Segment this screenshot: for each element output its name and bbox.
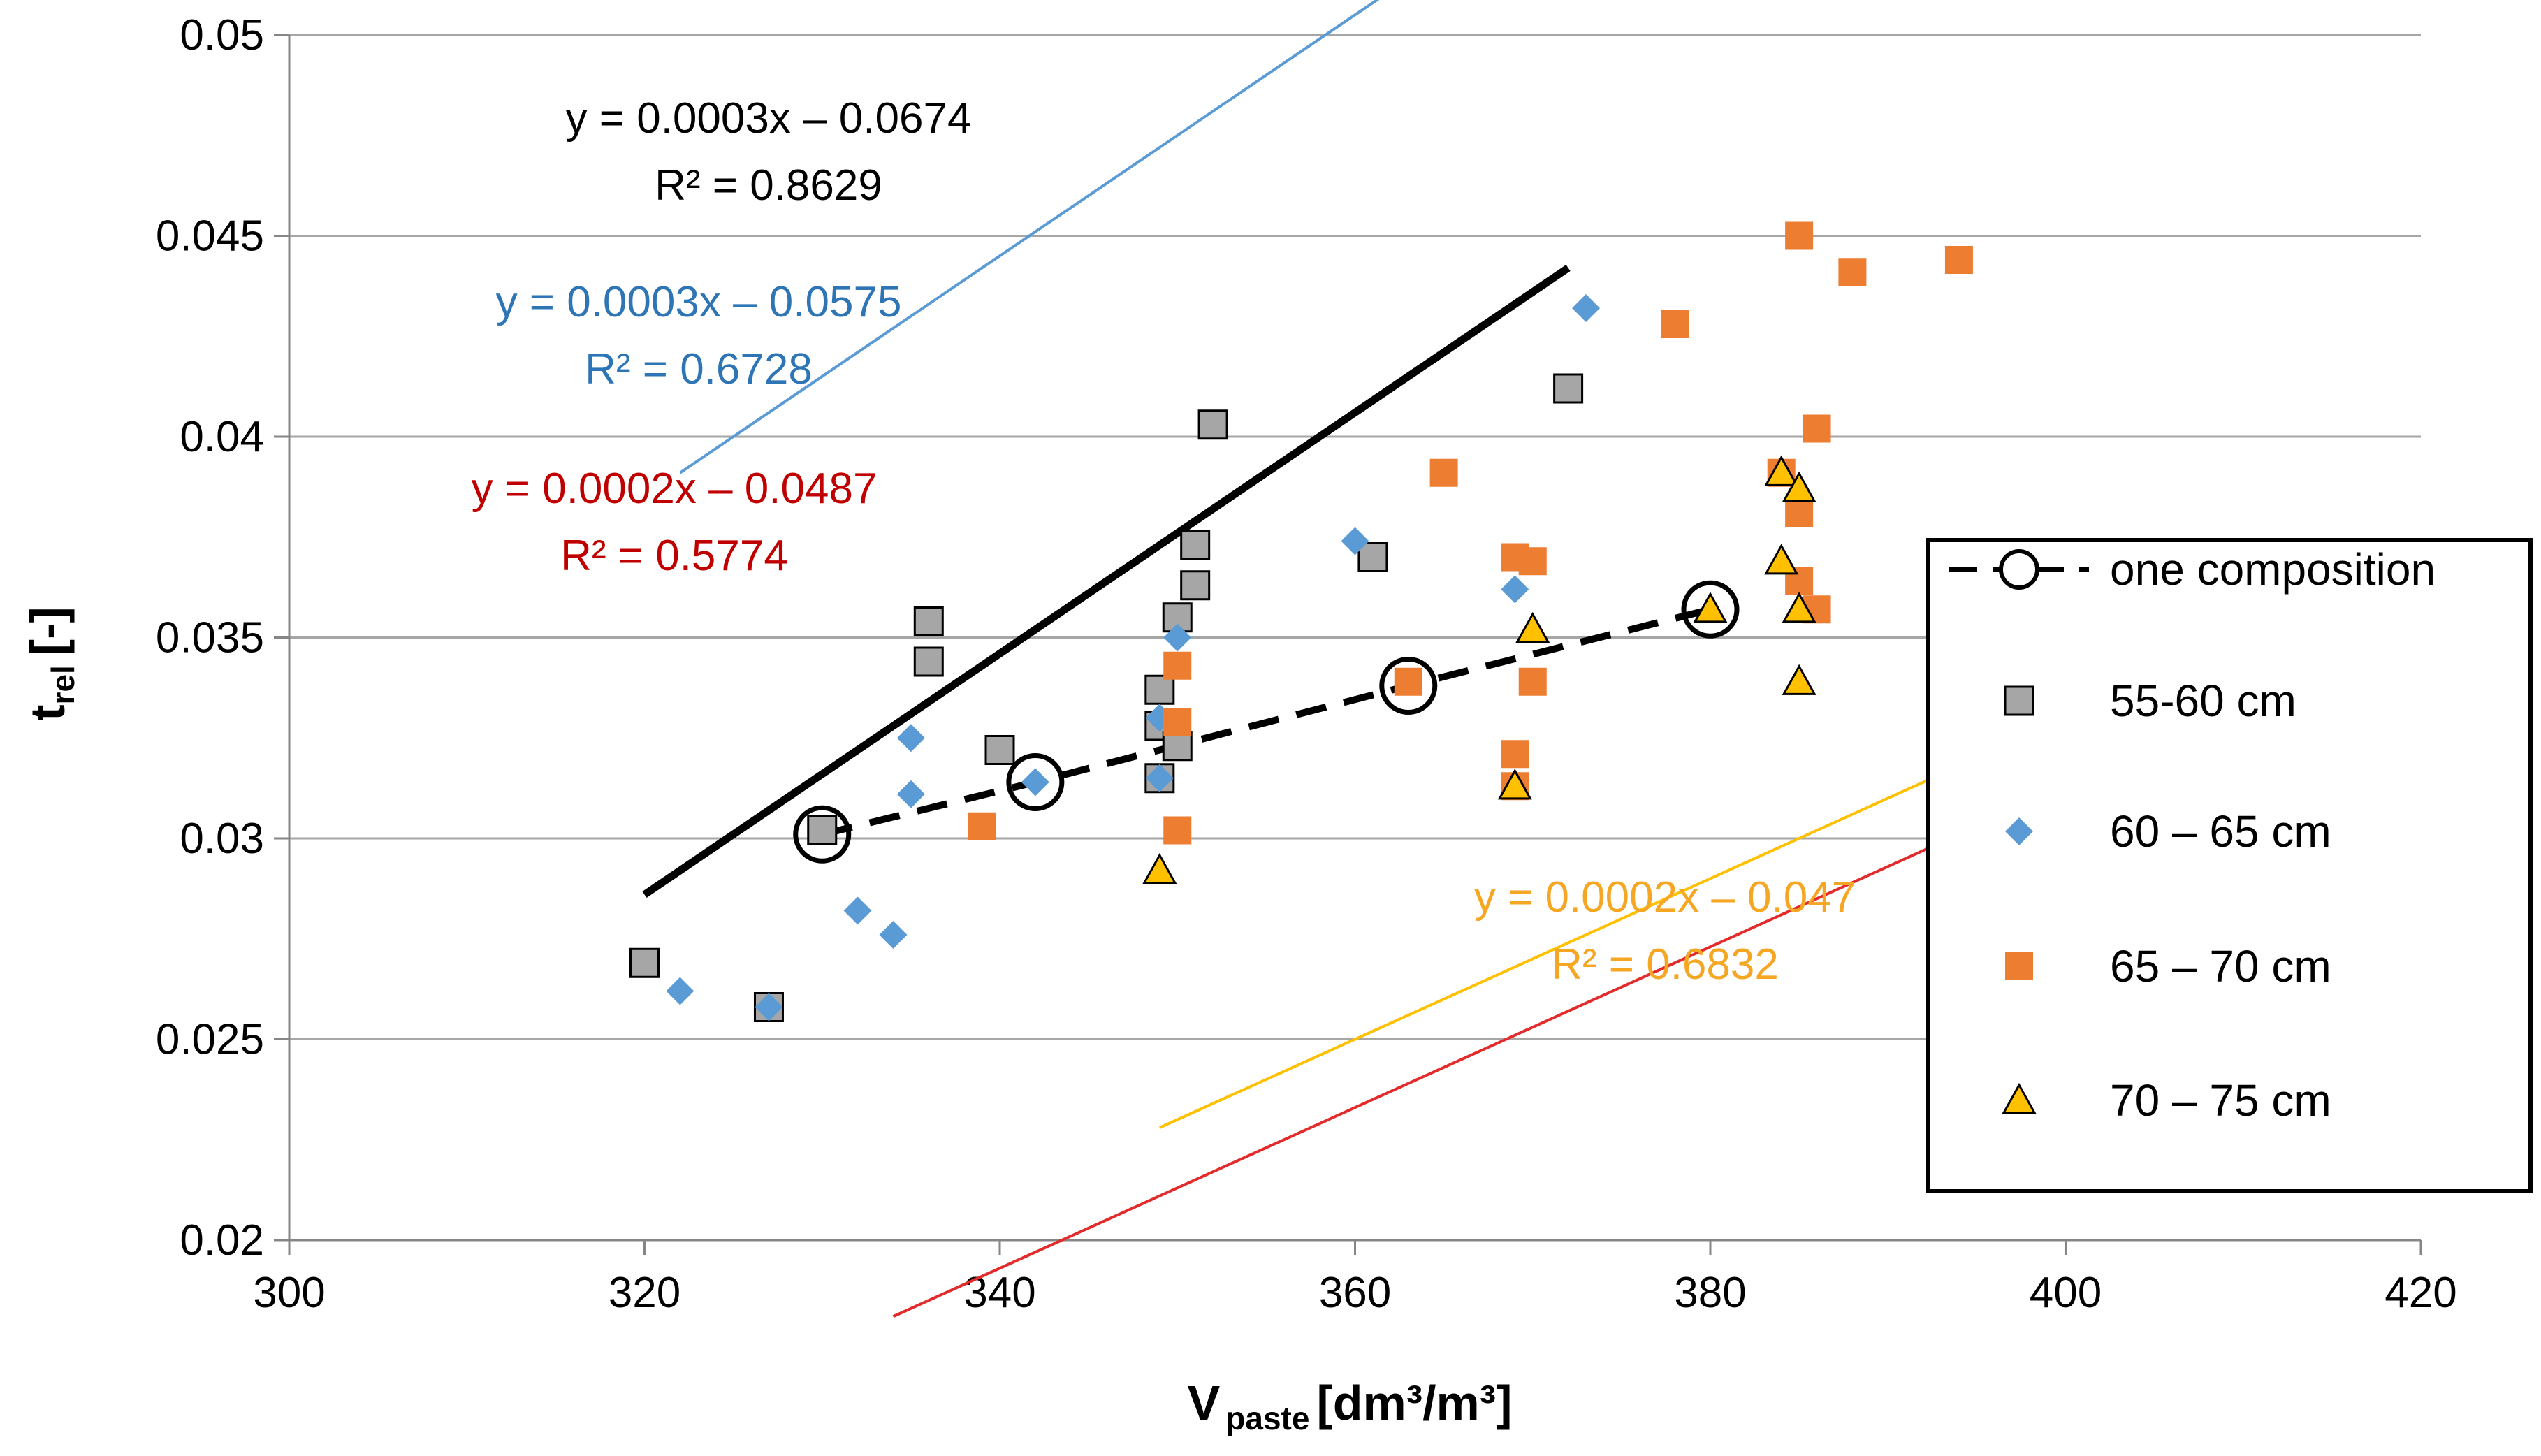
y-tick-label: 0.03 — [180, 815, 264, 863]
y-tick-label: 0.025 — [156, 1016, 264, 1064]
x-tick-label: 420 — [2385, 1269, 2456, 1317]
y-tick-label: 0.045 — [156, 212, 264, 261]
y-axis-title: trel[-] — [20, 606, 81, 721]
data-point — [1572, 294, 1601, 322]
data-point — [807, 815, 838, 845]
data-point — [896, 780, 925, 808]
data-point — [629, 947, 660, 978]
data-point — [1163, 708, 1192, 736]
data-point — [1394, 667, 1422, 696]
axes — [274, 34, 2422, 1255]
data-point — [896, 724, 925, 752]
data-point — [1944, 246, 1973, 274]
data-point — [1145, 764, 1174, 792]
data-point — [1782, 592, 1816, 623]
data-point — [1197, 409, 1228, 440]
data-point — [1142, 852, 1177, 884]
x-tick-label: 300 — [253, 1269, 325, 1317]
legend-label: 70 – 75 cm — [2110, 1075, 2331, 1126]
data-point — [1163, 816, 1192, 845]
legend-label: 55-60 cm — [2110, 676, 2296, 726]
data-point — [1785, 221, 1814, 250]
data-point — [1838, 258, 1867, 286]
trendline-equation: R² = 0.6728 — [585, 345, 813, 393]
y-tick-label: 0.02 — [180, 1216, 264, 1265]
x-tick-label: 360 — [1319, 1269, 1391, 1317]
data-point — [1429, 458, 1458, 487]
series-line — [821, 606, 1712, 838]
data-point — [1162, 731, 1193, 762]
trendline-equation: R² = 0.8629 — [655, 161, 882, 210]
trendline-equation: y = 0.0003x – 0.0575 — [496, 278, 902, 326]
data-point — [1180, 530, 1211, 560]
y-tick-label: 0.04 — [180, 413, 264, 461]
data-point — [1341, 527, 1369, 555]
trendline-equations: y = 0.0003x – 0.0674 R² = 0.8629 y = 0.000… — [472, 94, 1856, 989]
legend-label: 60 – 65 cm — [2110, 806, 2331, 857]
data-point — [1357, 542, 1388, 572]
data-point — [1693, 592, 1728, 623]
data-point — [968, 812, 996, 840]
trendline-equation: R² = 0.5774 — [560, 532, 788, 580]
data-point — [843, 896, 872, 925]
data-point — [2002, 1082, 2037, 1114]
data-point — [755, 993, 783, 1021]
data-point — [879, 921, 908, 949]
data-point — [984, 735, 1015, 765]
data-point — [1163, 651, 1192, 680]
trendline-equation: y = 0.0003x – 0.0674 — [566, 94, 972, 143]
legend: one composition 55-60 cm 60 – 65 cm 65 – 70… — [1926, 538, 2533, 1193]
data-point — [1661, 310, 1689, 338]
legend-label: 65 – 70 cm — [2110, 941, 2331, 991]
legend-box — [1926, 538, 2533, 1193]
trendline-equation: y = 0.0002x – 0.047 — [1474, 873, 1856, 922]
data-point — [1379, 657, 1438, 715]
data-point — [1180, 570, 1211, 601]
data-point — [666, 977, 694, 1005]
data-point — [913, 646, 944, 677]
data-point — [1764, 544, 1799, 575]
trendline — [679, 0, 1380, 474]
legend-marker — [1999, 549, 2039, 590]
data-point — [1497, 769, 1532, 800]
data-point — [1518, 547, 1547, 576]
data-point — [913, 606, 944, 636]
x-tick-label: 320 — [609, 1269, 680, 1317]
data-point — [1518, 667, 1547, 696]
trendline-equation: R² = 0.6832 — [1551, 940, 1779, 989]
tick-labels: 0.02 0.025 0.03 0.035 0.04 0.045 0.05 300 320 340… — [156, 11, 2457, 1317]
data-point — [2005, 817, 2033, 845]
data-point — [1163, 623, 1192, 652]
data-point — [1021, 768, 1049, 796]
x-tick-label: 380 — [1674, 1269, 1746, 1317]
data-points — [629, 221, 1973, 1022]
data-point — [793, 805, 852, 864]
data-point — [1501, 575, 1529, 604]
data-point — [1764, 455, 1799, 486]
data-point — [1785, 499, 1814, 527]
trendline — [892, 833, 1960, 1318]
trendline — [642, 264, 1571, 898]
y-tick-label: 0.05 — [180, 11, 264, 59]
data-point — [2005, 952, 2033, 980]
x-tick-label: 400 — [2030, 1269, 2102, 1317]
data-point — [1782, 471, 1816, 502]
data-point — [1553, 373, 1584, 404]
x-tick-label: 340 — [963, 1269, 1035, 1317]
data-point — [1006, 753, 1065, 811]
data-point — [2004, 685, 2034, 716]
data-point — [1144, 674, 1175, 705]
trendlines — [642, 0, 2262, 1318]
data-point — [1782, 664, 1816, 695]
data-point — [1515, 611, 1550, 643]
data-point — [1803, 414, 1831, 443]
legend-label: one composition — [2110, 544, 2436, 595]
y-tick-label: 0.035 — [156, 614, 264, 662]
data-point — [1681, 580, 1740, 639]
trendline-equation: y = 0.0002x – 0.0487 — [472, 465, 878, 513]
data-point — [1501, 740, 1529, 769]
